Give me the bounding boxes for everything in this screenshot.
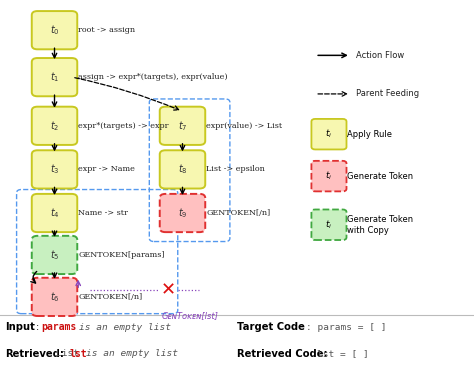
Text: List -> epsilon: List -> epsilon <box>206 165 265 173</box>
FancyBboxPatch shape <box>32 58 77 96</box>
FancyBboxPatch shape <box>32 107 77 145</box>
Text: lst = [ ]: lst = [ ] <box>317 349 368 358</box>
Text: GENTOKEN[/n]: GENTOKEN[/n] <box>206 209 271 217</box>
Text: $t_{9}$: $t_{9}$ <box>178 206 187 220</box>
FancyBboxPatch shape <box>32 194 77 232</box>
Text: : params = [ ]: : params = [ ] <box>306 323 386 332</box>
Text: assign -> expr*(targets), expr(value): assign -> expr*(targets), expr(value) <box>78 73 228 81</box>
Text: with Copy: with Copy <box>347 226 389 235</box>
Text: $t_i$: $t_i$ <box>325 218 333 231</box>
Text: params: params <box>42 322 77 332</box>
Text: expr*(targets) -> expr: expr*(targets) -> expr <box>78 122 169 130</box>
FancyBboxPatch shape <box>160 150 205 189</box>
Text: $t_{6}$: $t_{6}$ <box>50 290 59 304</box>
Text: $t_{3}$: $t_{3}$ <box>50 162 59 176</box>
Text: GENTOKEN[params]: GENTOKEN[params] <box>78 251 164 259</box>
FancyBboxPatch shape <box>160 194 205 232</box>
Text: Generate Token: Generate Token <box>347 172 414 180</box>
Text: $t_{4}$: $t_{4}$ <box>50 206 59 220</box>
Text: $t_{0}$: $t_{0}$ <box>50 23 59 37</box>
Text: Input: Input <box>5 322 35 332</box>
Text: $t_{8}$: $t_{8}$ <box>178 162 187 176</box>
Text: is an empty list: is an empty list <box>86 349 178 358</box>
Text: Action Flow: Action Flow <box>356 51 404 60</box>
FancyBboxPatch shape <box>32 11 77 49</box>
FancyBboxPatch shape <box>32 278 77 316</box>
Text: expr -> Name: expr -> Name <box>78 165 135 173</box>
Text: Target Code: Target Code <box>237 322 305 332</box>
Text: $t_{2}$: $t_{2}$ <box>50 119 59 133</box>
Text: $t_{7}$: $t_{7}$ <box>178 119 187 133</box>
Text: $t_i$: $t_i$ <box>325 170 333 182</box>
Text: Name -> str: Name -> str <box>78 209 128 217</box>
Text: $t_i$: $t_i$ <box>325 128 333 141</box>
Text: ✕: ✕ <box>161 281 176 299</box>
Text: is an empty list: is an empty list <box>79 323 171 332</box>
Text: lst: lst <box>70 349 87 359</box>
Text: GENTOKEN[/n]: GENTOKEN[/n] <box>78 293 143 301</box>
Text: GᴇɴTᴏᴋᴇɴ[lst]: GᴇɴTᴏᴋᴇɴ[lst] <box>161 311 218 320</box>
Text: expr(value) -> List: expr(value) -> List <box>206 122 283 130</box>
FancyBboxPatch shape <box>32 236 77 274</box>
FancyBboxPatch shape <box>32 150 77 189</box>
Text: Apply Rule: Apply Rule <box>347 130 392 139</box>
Text: Retrieved Code:: Retrieved Code: <box>237 349 328 359</box>
Text: Generate Token: Generate Token <box>347 215 414 224</box>
FancyBboxPatch shape <box>311 210 346 240</box>
Text: $t_{5}$: $t_{5}$ <box>50 248 59 262</box>
Text: :: : <box>36 322 39 332</box>
Text: root -> assign: root -> assign <box>78 26 136 34</box>
FancyBboxPatch shape <box>160 107 205 145</box>
Text: List: List <box>56 349 79 358</box>
FancyBboxPatch shape <box>311 161 346 192</box>
FancyBboxPatch shape <box>311 119 346 149</box>
Text: $t_{1}$: $t_{1}$ <box>50 70 59 84</box>
Text: Parent Feeding: Parent Feeding <box>356 89 419 99</box>
Text: Retrieved:: Retrieved: <box>5 349 64 359</box>
